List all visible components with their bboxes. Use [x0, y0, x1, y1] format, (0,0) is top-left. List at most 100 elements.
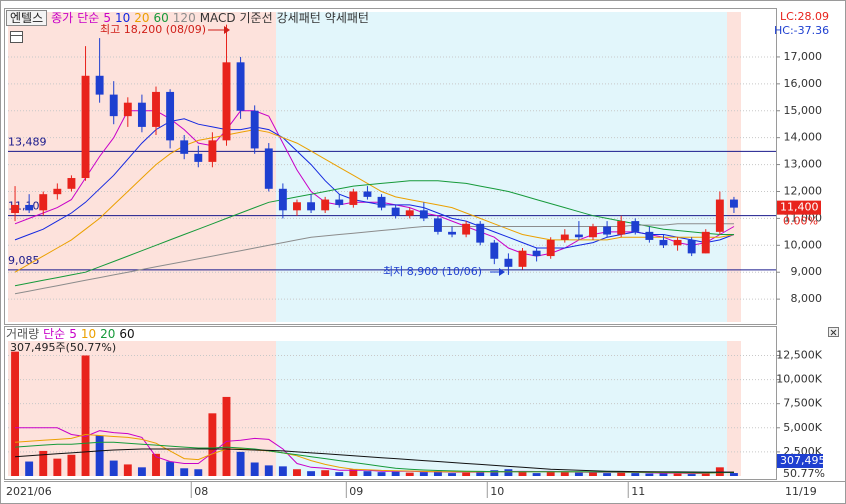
moving-average: [14, 448, 734, 473]
indicator-hc: HC:-37.36: [774, 24, 829, 37]
price-panel-border: [4, 8, 777, 325]
zone-bull: [276, 12, 727, 322]
volume-bar: [405, 472, 414, 476]
candle-body: [194, 153, 203, 162]
volume-bar: [166, 461, 175, 476]
candle-body: [152, 91, 160, 127]
candle-body: [391, 207, 400, 216]
volume-bar: [152, 453, 160, 476]
zone-bear: [8, 12, 276, 322]
y-tick-label: 11,000: [784, 211, 823, 224]
y-tick-label: 8,000: [791, 292, 823, 305]
volume-bar: [730, 473, 738, 476]
x-tick-label: 2021/06: [6, 485, 52, 498]
volume-bar: [701, 472, 710, 476]
y-tick-label: 5,000K: [783, 421, 822, 434]
stock-name: 엔텔스: [6, 10, 48, 26]
moving-average: [14, 110, 735, 257]
arrow-head: [499, 268, 505, 276]
candle-body: [222, 62, 231, 141]
y-tick-label: 17,000: [784, 50, 823, 63]
volume-bar: [532, 473, 541, 476]
y-tick-label: 15,000: [784, 104, 823, 117]
legend-entry: 20: [134, 11, 150, 25]
candle-body: [321, 199, 330, 211]
candle-body: [518, 250, 527, 267]
volume-bar: [264, 465, 273, 476]
price-legend: 엔텔스 종가 단순 5 10 20 60 120 MACD 기준선 강세패턴 약세패턴: [6, 10, 373, 26]
candle-body: [546, 239, 555, 257]
candle-body: [208, 140, 217, 162]
x-tick-label: 11: [631, 485, 645, 498]
volume-bar: [363, 471, 372, 476]
volume-bar: [504, 469, 513, 476]
volume-bar: [81, 355, 90, 476]
y-tick-label: 9,000: [791, 265, 823, 278]
candle-body: [39, 194, 48, 211]
candle-body: [377, 196, 386, 208]
volume-bar: [574, 472, 583, 476]
y-tick-label: 7,500K: [783, 397, 822, 410]
indicator-legend: 약세패턴: [324, 11, 369, 25]
volume-title: 거래량: [6, 327, 40, 341]
volume-bar: [349, 469, 358, 476]
volume-bar: [222, 396, 231, 476]
volume-bar: [67, 454, 76, 476]
x-tick-label: 08: [194, 485, 208, 498]
calendar-icon[interactable]: [10, 31, 23, 43]
last-volume-box: [777, 454, 823, 468]
moving-average: [14, 180, 734, 287]
last-change: 0.00%: [783, 215, 818, 228]
volume-bar: [278, 466, 287, 476]
y-tick-label: 12,500K: [776, 348, 822, 361]
level-label: 9,085: [8, 254, 40, 267]
candle-body: [349, 191, 358, 205]
volume-bar: [123, 464, 132, 476]
candle-body: [180, 140, 189, 154]
candle-body: [137, 102, 146, 127]
candle-body: [166, 91, 175, 141]
candle-body: [532, 250, 541, 257]
volume-bar: [39, 450, 48, 476]
last-price: 11,400: [780, 201, 819, 214]
legend-prefix: 종가: [51, 11, 74, 25]
candle-body: [673, 239, 682, 246]
x-tick-label: 09: [349, 485, 363, 498]
y-tick-label: 13,000: [784, 158, 823, 171]
candle-body: [123, 102, 132, 117]
volume-bar: [589, 472, 597, 476]
candle-body: [490, 242, 499, 259]
x-tick-label: 10: [490, 485, 504, 498]
last-volume-ratio: 50.77%: [783, 467, 825, 480]
candle-body: [95, 75, 104, 95]
moving-average: [14, 441, 735, 474]
candle-body: [25, 204, 34, 211]
y-tick-label: 16,000: [784, 77, 823, 90]
zone-bear: [727, 341, 741, 476]
candle-body: [645, 231, 654, 240]
moving-average: [14, 118, 735, 249]
volume-bar: [476, 472, 485, 476]
legend-entry: 10: [114, 11, 131, 25]
candle-body: [687, 239, 696, 254]
candle-body: [405, 210, 414, 216]
volume-bar: [673, 473, 682, 476]
candle-body: [278, 188, 287, 211]
y-tick-label: 14,000: [784, 131, 823, 144]
indicator-lc: LC:28.09: [780, 10, 829, 23]
candle-body: [617, 221, 626, 235]
volume-bar: [208, 413, 217, 476]
arrow-head: [224, 26, 230, 34]
candle-body: [603, 226, 612, 235]
candle-body: [574, 234, 583, 238]
volume-bar: [687, 474, 696, 476]
volume-bar: [462, 472, 471, 476]
volume-bar: [391, 471, 400, 476]
candle-body: [462, 223, 471, 235]
volume-bar: [180, 468, 189, 476]
y-tick-label: 10,000K: [776, 373, 822, 386]
indicator-legend: MACD 기준선: [199, 11, 273, 25]
candle-body: [11, 204, 19, 214]
volume-bar: [560, 472, 569, 476]
candle-body: [67, 178, 76, 189]
